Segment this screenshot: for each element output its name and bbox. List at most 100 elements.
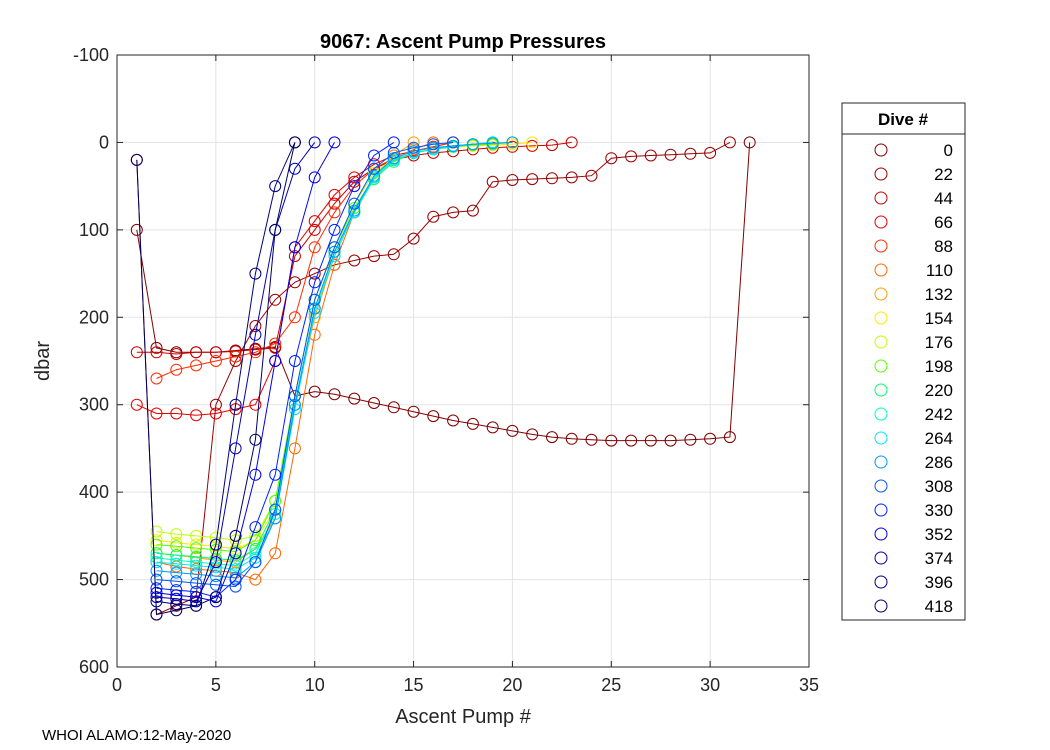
series-418 [130,136,301,621]
legend-entry: 132 [874,285,953,304]
data-point [288,442,301,455]
data-point [150,573,163,586]
series-line [136,141,731,616]
data-point [130,153,143,166]
series-line [156,141,513,579]
legend-marker [874,215,888,229]
data-point [269,341,282,354]
legend-marker [874,335,888,349]
legend-title: Dive # [878,110,929,129]
data-point [150,582,163,595]
x-axis-label: Ascent Pump # [395,706,532,728]
data-point [704,432,717,445]
data-point [170,604,183,617]
data-point [546,172,558,185]
data-point [190,556,203,569]
y-tick-label: 100 [79,220,109,240]
data-point [288,241,301,254]
data-point [170,566,183,579]
data-point [308,385,321,398]
data-point [348,197,361,210]
data-point [209,398,222,411]
data-point [506,136,519,149]
data-point [447,206,460,219]
data-point [664,434,677,447]
data-point [249,529,262,542]
data-point [546,431,558,444]
data-point [308,223,321,236]
data-point [249,433,262,446]
data-point [328,197,341,210]
data-point [269,355,282,367]
legend-marker [874,263,888,277]
x-tick-label: 25 [601,675,621,695]
data-point [150,586,163,599]
series-308 [150,136,460,593]
legend-marker [874,455,888,469]
legend-marker [874,167,888,181]
data-point [269,337,282,350]
data-point [249,468,262,481]
data-point [190,595,203,608]
data-point [743,136,756,149]
data-point [150,547,163,560]
data-point [684,147,697,160]
data-point [466,138,479,151]
legend-marker [874,287,888,301]
data-point [249,328,262,341]
y-tick-label: 300 [79,395,109,415]
legend-entry: 22 [874,165,953,184]
data-point [288,136,301,149]
data-point [190,538,203,551]
legend-entry: 176 [874,333,953,352]
data-point [368,250,380,263]
data-point [130,223,143,236]
data-point [190,577,203,590]
legend-label: 22 [934,165,953,184]
legend-label: 154 [925,309,953,328]
legend-entry: 374 [874,549,953,568]
legend-label: 242 [925,405,953,424]
data-point [565,432,578,445]
data-point [150,564,163,577]
data-point [130,346,143,359]
data-point [368,149,380,162]
legend-entry: 418 [874,597,953,616]
data-point [150,372,163,385]
data-point [644,434,657,447]
legend-entry: 308 [874,477,953,496]
legend-label: 88 [934,237,953,256]
data-point [308,241,321,254]
data-point [328,206,341,219]
data-point [625,150,638,163]
data-point [150,534,163,547]
data-point [506,140,519,153]
data-point [625,434,638,447]
data-point [427,410,440,423]
data-point [328,223,341,236]
data-point [447,139,460,152]
chart-title: 9067: Ascent Pump Pressures [320,31,606,53]
data-point [249,551,262,564]
data-point [723,136,736,149]
legend-entry: 396 [874,573,953,592]
legend-label: 330 [925,501,953,520]
axes-box [116,54,810,668]
series-line [156,142,316,602]
data-point [249,534,262,547]
data-point [288,390,301,402]
data-point [427,138,440,151]
data-point [486,137,499,150]
data-point [170,554,183,567]
data-point [664,148,677,161]
data-point [269,223,282,236]
data-point [506,424,519,437]
legend-label: 176 [925,333,953,352]
data-point [249,346,262,359]
y-tick-label: 600 [79,657,109,677]
legend-label: 374 [925,549,953,568]
data-point [565,136,578,149]
data-point [269,512,282,525]
data-point [229,398,242,411]
legend-marker [874,479,888,493]
